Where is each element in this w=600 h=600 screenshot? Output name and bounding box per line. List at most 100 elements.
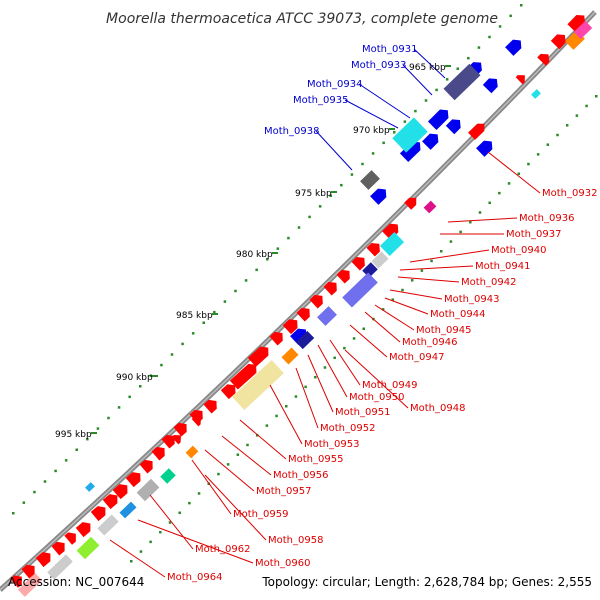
minus-strand-gene <box>269 331 283 346</box>
genome-backbone-highlight <box>0 11 596 591</box>
leader-line-red <box>239 419 287 460</box>
guide-dot <box>159 530 162 534</box>
minus-strand-gene <box>550 34 566 50</box>
guide-dot <box>275 414 278 418</box>
minus-strand-gene-group <box>75 522 91 538</box>
feature-bar-group <box>17 573 43 597</box>
minus-strand-gene <box>139 459 153 474</box>
feature-bar-group <box>392 117 428 153</box>
feature-bar-group <box>360 170 380 190</box>
feature-bar-group <box>85 482 95 492</box>
guide-dot <box>188 501 191 505</box>
feature-bar <box>281 347 299 365</box>
minus-strand-gene-group <box>537 53 550 66</box>
minus-strand-gene-group <box>51 541 65 556</box>
minus-strand-gene <box>203 399 217 414</box>
guide-dot <box>575 114 579 117</box>
kbp-tick-label: 965 kbp <box>409 63 446 73</box>
feature-bar <box>47 554 73 580</box>
minus-strand-gene <box>112 484 128 500</box>
leader-line-red <box>204 474 267 541</box>
gene-label-blue: Moth_0931 <box>362 44 417 55</box>
minus-strand-gene-group <box>282 319 298 335</box>
feature-bar <box>17 573 43 597</box>
feature-bar <box>97 514 119 536</box>
kbp-tick-label: 995 kbp <box>55 430 92 440</box>
leader-line-red <box>295 367 319 429</box>
feature-bar <box>360 170 380 190</box>
leader-lines <box>109 48 541 578</box>
minus-strand-gene <box>247 346 269 367</box>
guide-dot <box>498 25 502 28</box>
leader-line-red <box>374 304 415 331</box>
leader-line-red <box>191 459 232 515</box>
guide-dot <box>459 230 462 234</box>
feature-bar-group <box>47 554 73 580</box>
kbp-tick-mark <box>445 65 451 67</box>
minus-strand-gene <box>90 506 106 522</box>
feature-bar <box>362 262 378 278</box>
guide-dot <box>595 95 598 98</box>
feature-bar-group <box>232 360 284 410</box>
kbp-tick-mark <box>212 313 218 315</box>
guide-dot <box>556 133 559 137</box>
plus-strand-gene-group <box>399 141 421 162</box>
guide-dot <box>546 143 550 146</box>
gene-label-red: Moth_0945 <box>416 325 471 336</box>
feature-bar-group <box>371 251 389 269</box>
gene-label-blue: Moth_0933 <box>351 60 406 71</box>
gc-skew-dots <box>12 4 598 563</box>
feature-bar <box>392 117 428 153</box>
feature-bar <box>423 200 437 214</box>
minus-strand-gene-group <box>112 484 128 500</box>
minus-strand-gene <box>102 494 118 510</box>
feature-bar <box>317 306 337 326</box>
guide-dot <box>255 268 258 272</box>
plus-strand-gene-group <box>422 133 439 150</box>
minus-strand-gene <box>151 446 165 461</box>
minus-strand-gene-group <box>173 422 187 437</box>
minus-strand-gene-group <box>125 472 141 488</box>
minus-strand-gene-group <box>220 384 236 400</box>
minus-strand-gene <box>64 532 76 545</box>
guide-dot <box>234 289 237 293</box>
minus-strand-gene-group <box>567 14 586 33</box>
leader-line-blue <box>358 83 411 119</box>
gene-label-red: Moth_0962 <box>195 544 250 555</box>
minus-strand-gene-group <box>203 399 217 414</box>
minus-strand-gene <box>336 269 350 284</box>
minus-strand-gene-outer-group <box>468 123 485 140</box>
feature-bar <box>371 251 389 269</box>
minus-strand-gene-group <box>351 256 365 271</box>
guide-dot <box>469 220 472 224</box>
guide-dot <box>213 310 216 314</box>
guide-dot <box>333 356 336 360</box>
map-title: Moorella thermoacetica ATCC 39073, compl… <box>106 11 498 27</box>
minus-strand-gene <box>125 472 141 488</box>
guide-dot <box>202 321 205 324</box>
guide-dot <box>467 56 470 60</box>
gene-label-red: Moth_0944 <box>430 309 485 320</box>
guide-dot <box>223 300 227 303</box>
guide-dot <box>236 453 240 456</box>
minus-strand-gene <box>229 363 257 390</box>
guide-dot <box>294 395 298 398</box>
leader-line-red <box>344 349 409 409</box>
leader-line-red <box>137 519 254 564</box>
guide-dot <box>435 88 438 92</box>
guide-dot <box>391 298 395 301</box>
guide-dot <box>507 182 511 185</box>
guide-dot <box>517 172 520 175</box>
feature-bar-group <box>185 445 199 459</box>
guide-dot <box>168 521 172 524</box>
gene-label-red: Moth_0950 <box>349 392 404 403</box>
guide-dot <box>329 194 332 197</box>
feature-bar <box>136 478 160 502</box>
kbp-tick-mark <box>272 252 278 254</box>
guide-dot <box>414 109 417 113</box>
feature-bar <box>76 536 100 560</box>
guide-dot <box>128 395 131 399</box>
feature-bar-group <box>317 306 337 326</box>
feature-bar <box>232 360 284 410</box>
